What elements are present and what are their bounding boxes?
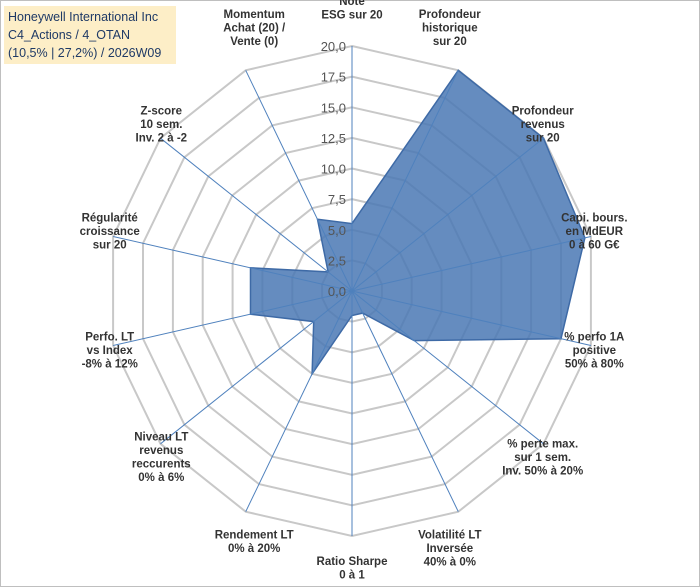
axis-spoke bbox=[160, 137, 353, 292]
axis-spoke bbox=[112, 236, 353, 292]
tick-label: 20,0 bbox=[321, 39, 346, 54]
axis-label: Note ESG sur 20 bbox=[321, 0, 382, 22]
axis-label: Momentum Achat (20) / Vente (0) bbox=[223, 9, 286, 48]
axis-spoke bbox=[160, 290, 353, 445]
tick-label: 10,0 bbox=[321, 162, 346, 177]
axis-label: Z-score 10 sem. Inv. 2 à -2 bbox=[136, 105, 188, 144]
axis-spoke bbox=[351, 290, 459, 512]
axis-spoke bbox=[351, 70, 459, 292]
axis-label: Niveau LT revenus reccurents 0% à 6% bbox=[132, 432, 191, 485]
tick-label: 17,5 bbox=[321, 70, 346, 85]
title-category: C4_Actions / 4_OTAN bbox=[8, 28, 131, 42]
axis-label: Capi. bours. en MdEUR 0 à 60 G€ bbox=[561, 213, 627, 252]
axis-spoke bbox=[351, 137, 544, 292]
tick-label: 2,5 bbox=[328, 253, 346, 268]
axis-label: Rendement LT 0% à 20% bbox=[215, 529, 294, 555]
axis-spoke bbox=[245, 290, 353, 512]
axis-label: Perfo. LT vs Index -8% à 12% bbox=[82, 331, 138, 370]
axis-spoke bbox=[351, 290, 592, 346]
axis-label: % perfo 1A positive 50% à 80% bbox=[564, 331, 624, 370]
axis-label: Ratio Sharpe 0 à 1 bbox=[317, 556, 388, 582]
title-company: Honeywell International Inc bbox=[8, 10, 159, 24]
tick-label: 12,5 bbox=[321, 131, 346, 146]
radar-tick-labels: 0,0 2,5 5,0 7,5 10,0 12,5 15,0 17,5 20,0 bbox=[321, 39, 346, 299]
tick-label: 7,5 bbox=[328, 192, 346, 207]
axis-spoke bbox=[351, 290, 544, 445]
tick-label: 5,0 bbox=[328, 223, 346, 238]
tick-label: 15,0 bbox=[321, 100, 346, 115]
axis-label: % perte max. sur 1 sem. Inv. 50% à 20% bbox=[502, 438, 583, 477]
axis-label: Profondeur historique sur 20 bbox=[419, 9, 481, 48]
axis-spoke bbox=[245, 70, 353, 292]
axis-spoke bbox=[112, 290, 353, 346]
tick-label: 0,0 bbox=[328, 284, 346, 299]
title-stats: (10,5% | 27,2%) / 2026W09 bbox=[8, 46, 162, 60]
chart-title-box: Honeywell International Inc C4_Actions /… bbox=[4, 6, 176, 64]
radar-axis-labels: Note ESG sur 20 Profondeur historique sur 20… bbox=[80, 0, 628, 581]
axis-spoke bbox=[351, 236, 592, 292]
axis-label: Volatilité LT Inversée 40% à 0% bbox=[418, 529, 481, 568]
axis-label: Profondeur revenus sur 20 bbox=[512, 105, 574, 144]
axis-label: Régularité croissance sur 20 bbox=[80, 213, 140, 252]
radar-axes bbox=[112, 46, 592, 536]
